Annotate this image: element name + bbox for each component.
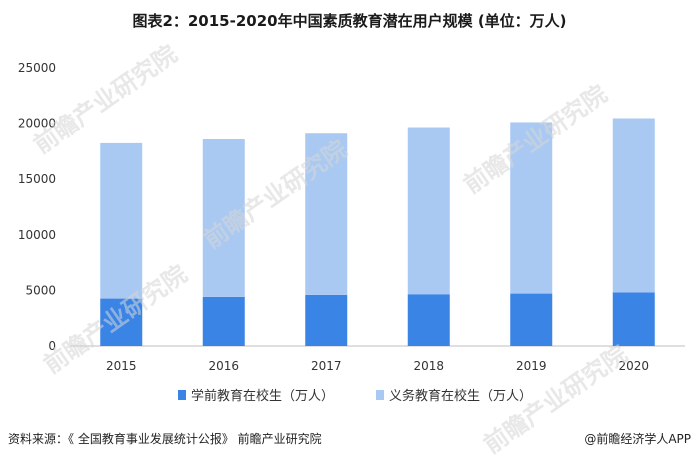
y-axis: 0 5000 10000 15000 20000 25000 — [18, 61, 56, 353]
y-tick-label: 10000 — [18, 228, 56, 242]
x-tick-label: 2017 — [311, 359, 342, 373]
y-tick-label: 15000 — [18, 172, 56, 186]
legend-swatch — [178, 390, 186, 400]
brand-credit: @前瞻经济学人APP — [584, 432, 691, 446]
x-tick-label: 2018 — [413, 359, 444, 373]
bar-segment-preschool — [407, 294, 450, 346]
x-axis: 2015 2016 2017 2018 2019 2020 — [106, 359, 649, 373]
bar-segment-compulsory — [407, 127, 450, 295]
bar-segment-preschool — [202, 296, 245, 346]
bar-segment-preschool — [612, 292, 655, 346]
legend-label: 学前教育在校生（万人） — [191, 388, 334, 404]
x-tick-label: 2019 — [516, 359, 547, 373]
legend-label: 义务教育在校生（万人） — [389, 388, 532, 404]
bar-segment-compulsory — [100, 142, 143, 299]
legend: 学前教育在校生（万人） 义务教育在校生（万人） — [178, 388, 532, 404]
x-tick-label: 2016 — [208, 359, 239, 373]
bar-segment-compulsory — [612, 118, 655, 293]
x-tick-label: 2015 — [106, 359, 137, 373]
y-tick-label: 5000 — [25, 283, 56, 297]
legend-swatch — [376, 390, 384, 400]
x-tick-label: 2020 — [618, 359, 649, 373]
bar-segment-compulsory — [202, 139, 245, 297]
bar-segment-preschool — [510, 293, 553, 346]
bar-segment-preschool — [305, 294, 348, 346]
y-tick-label: 0 — [48, 339, 56, 353]
source-note: 资料来源：《 全国教育事业发展统计公报》 前瞻产业研究院 — [8, 432, 322, 446]
bars — [100, 118, 655, 346]
bar-segment-compulsory — [510, 122, 553, 294]
y-tick-label: 20000 — [18, 117, 56, 131]
chart-title: 图表2：2015-2020年中国素质教育潜在用户规模 (单位：万人) — [132, 12, 567, 30]
bar-segment-preschool — [100, 298, 143, 346]
y-tick-label: 25000 — [18, 61, 56, 75]
bar-segment-compulsory — [305, 133, 348, 295]
